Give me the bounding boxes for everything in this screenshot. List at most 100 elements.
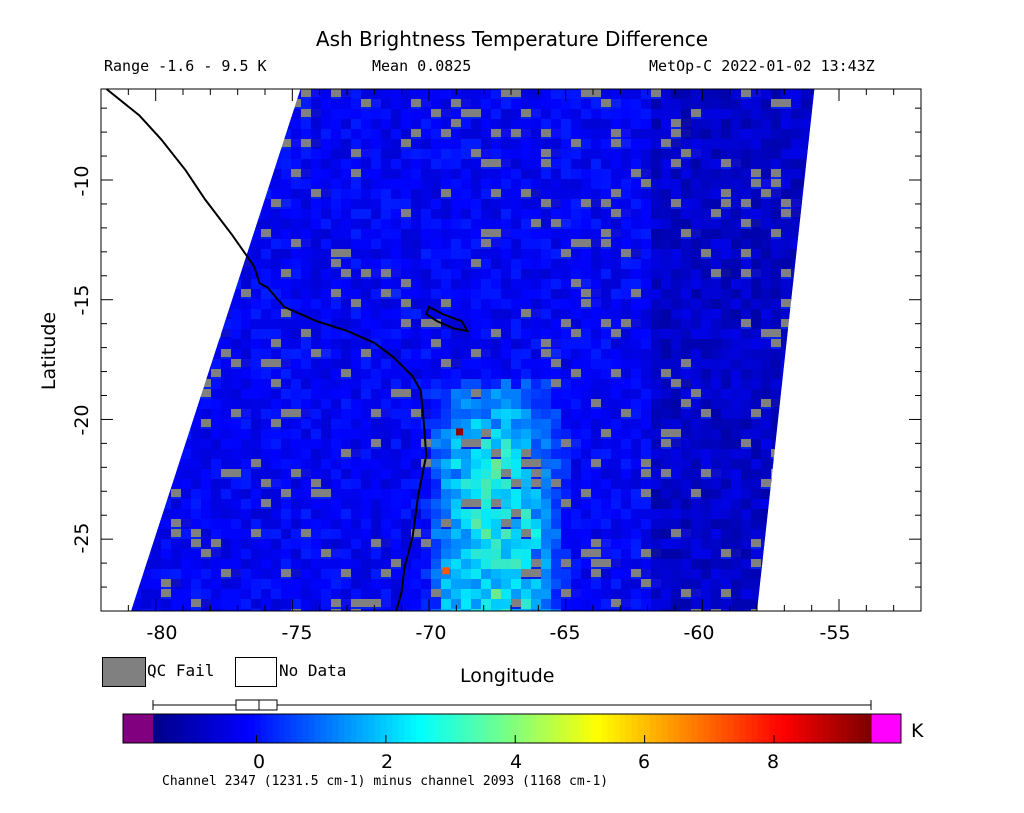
data-pixel — [741, 449, 751, 459]
data-pixel — [711, 379, 721, 389]
data-pixel — [261, 279, 271, 289]
data-pixel — [611, 349, 621, 359]
data-pixel — [511, 439, 521, 449]
data-pixel — [541, 449, 551, 459]
data-pixel — [491, 559, 501, 569]
data-pixel — [521, 319, 531, 329]
data-pixel — [221, 439, 231, 449]
data-pixel — [551, 319, 561, 329]
data-pixel — [531, 209, 541, 219]
qc-fail-pixel — [591, 569, 601, 577]
data-pixel — [631, 319, 641, 329]
colorbar-segment — [476, 714, 483, 743]
data-pixel — [741, 369, 751, 379]
data-pixel — [701, 179, 711, 189]
data-pixel — [571, 399, 581, 409]
data-pixel — [691, 319, 701, 329]
data-pixel — [731, 229, 741, 239]
data-pixel — [161, 559, 171, 569]
data-pixel — [321, 109, 331, 119]
data-pixel — [321, 559, 331, 569]
data-pixel — [341, 309, 351, 319]
data-pixel — [511, 399, 521, 409]
colorbar-segment — [182, 714, 190, 743]
data-pixel — [371, 229, 381, 239]
colorbar-segment — [613, 714, 621, 743]
data-pixel — [571, 179, 581, 189]
data-pixel — [361, 159, 371, 169]
data-pixel — [331, 339, 341, 349]
data-pixel — [691, 229, 701, 239]
data-pixel — [731, 469, 741, 479]
data-pixel — [341, 319, 351, 329]
data-pixel — [431, 399, 441, 409]
data-pixel — [421, 479, 431, 489]
data-pixel — [541, 289, 551, 299]
data-pixel — [531, 259, 541, 269]
data-pixel — [451, 209, 461, 219]
data-pixel — [571, 249, 581, 259]
data-pixel — [221, 399, 231, 409]
data-pixel — [181, 609, 191, 611]
data-pixel — [781, 249, 791, 259]
data-pixel — [291, 549, 301, 559]
data-pixel — [671, 109, 681, 119]
data-pixel — [701, 189, 711, 199]
qc-fail-pixel — [401, 139, 411, 147]
data-pixel — [591, 329, 601, 339]
data-pixel — [731, 409, 741, 419]
data-pixel — [801, 129, 811, 139]
data-pixel — [401, 549, 411, 559]
qc-fail-pixel — [271, 379, 281, 387]
data-pixel — [431, 449, 441, 459]
data-pixel — [751, 429, 761, 439]
data-pixel — [451, 269, 461, 279]
data-pixel — [661, 489, 671, 499]
data-pixel — [391, 479, 401, 489]
data-pixel — [591, 309, 601, 319]
data-pixel — [561, 479, 571, 489]
data-pixel — [641, 369, 651, 379]
data-pixel — [611, 419, 621, 429]
no-data-label: No Data — [279, 661, 347, 680]
qc-fail-pixel — [611, 369, 621, 377]
data-pixel — [201, 399, 211, 409]
data-pixel — [461, 289, 471, 299]
data-pixel — [731, 359, 741, 369]
data-pixel — [471, 139, 481, 149]
data-pixel — [411, 469, 421, 479]
data-pixel — [641, 139, 651, 149]
data-pixel — [481, 299, 491, 309]
data-pixel — [701, 89, 711, 99]
data-pixel — [441, 229, 451, 239]
data-pixel — [621, 449, 631, 459]
data-pixel — [611, 399, 621, 409]
data-pixel — [441, 269, 451, 279]
data-pixel — [511, 119, 521, 129]
data-pixel — [711, 329, 721, 339]
data-pixel — [641, 109, 651, 119]
data-pixel — [311, 169, 321, 179]
qc-fail-pixel — [271, 339, 281, 347]
data-pixel — [471, 209, 481, 219]
data-pixel — [501, 569, 511, 579]
data-pixel — [581, 129, 591, 139]
data-pixel — [581, 429, 591, 439]
qc-fail-pixel — [371, 439, 381, 447]
data-pixel — [601, 589, 611, 599]
data-pixel — [361, 429, 371, 439]
data-pixel — [311, 89, 321, 99]
data-pixel — [611, 509, 621, 519]
data-pixel — [661, 289, 671, 299]
data-pixel — [651, 549, 661, 559]
data-pixel — [411, 139, 421, 149]
data-pixel — [391, 159, 401, 169]
colorbar-segment — [500, 714, 507, 743]
data-pixel — [591, 249, 601, 259]
data-pixel — [691, 369, 701, 379]
data-pixel — [451, 319, 461, 329]
data-pixel — [421, 229, 431, 239]
data-pixel — [221, 369, 231, 379]
colorbar-segment — [817, 714, 824, 743]
data-pixel — [681, 299, 691, 309]
